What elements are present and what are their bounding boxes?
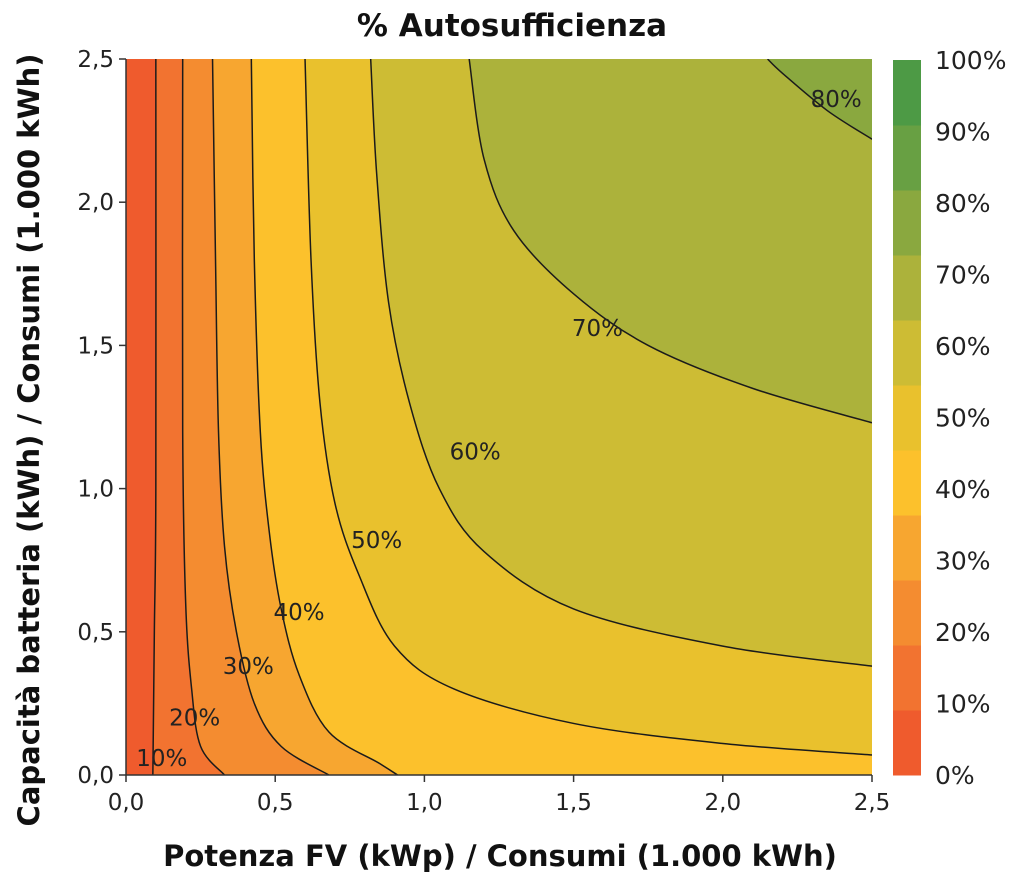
band-80 bbox=[767, 59, 872, 140]
x-tick-label: 1,0 bbox=[406, 790, 443, 816]
colorbar-swatch bbox=[893, 255, 921, 321]
contour-line-30 bbox=[211, 59, 330, 775]
contour-label-40: 40% bbox=[274, 600, 325, 626]
contour-line-60 bbox=[369, 59, 872, 667]
contour-line-10 bbox=[152, 59, 157, 775]
colorbar-tick-label: 40% bbox=[935, 475, 991, 504]
contour-label-80: 80% bbox=[811, 87, 862, 113]
x-axis-label: Potenza FV (kWp) / Consumi (1.000 kWh) bbox=[163, 839, 837, 873]
colorbar-swatch bbox=[893, 580, 921, 646]
y-tick-label: 2,0 bbox=[77, 190, 114, 216]
x-tick-label: 0,5 bbox=[257, 790, 294, 816]
contour-line-20 bbox=[181, 59, 226, 775]
y-axis-label: Capacità batteria (kWh) / Consumi (1.000… bbox=[12, 54, 46, 827]
colorbar-swatch bbox=[893, 385, 921, 451]
colorbar: 0% 10% 20% 30% 40% 50% 60% 70% 80% 90% 100% bbox=[893, 46, 1006, 790]
contour-label-10: 10% bbox=[136, 746, 187, 772]
contour-label-70: 70% bbox=[572, 316, 623, 342]
contour-line-70 bbox=[468, 59, 872, 424]
colorbar-tick-label: 70% bbox=[935, 261, 991, 290]
colorbar-swatch bbox=[893, 320, 921, 386]
colorbar-swatch bbox=[893, 190, 921, 256]
contour-line-40 bbox=[250, 59, 398, 775]
contour-label-20: 20% bbox=[169, 706, 220, 732]
band-70 bbox=[469, 59, 872, 423]
colorbar-swatch bbox=[893, 125, 921, 191]
x-tick-label: 2,0 bbox=[705, 790, 742, 816]
contour-label-50: 50% bbox=[351, 528, 402, 554]
colorbar-tick-label: 50% bbox=[935, 404, 991, 433]
colorbar-tick-label: 80% bbox=[935, 189, 991, 218]
y-tick-label: 2,5 bbox=[77, 47, 114, 73]
plot-area: 10% 20%30% 40% 50% 60% 70% 80% bbox=[126, 59, 872, 775]
contour-line-80 bbox=[767, 59, 872, 140]
contour-line-50 bbox=[304, 59, 872, 756]
y-tick-label: 0,5 bbox=[77, 620, 114, 646]
colorbar-tick-label: 90% bbox=[935, 118, 991, 147]
x-tick-label: 2,5 bbox=[854, 790, 891, 816]
y-tick-label: 0,0 bbox=[77, 763, 114, 789]
x-tick-label: 0,0 bbox=[108, 790, 145, 816]
colorbar-swatch bbox=[893, 710, 921, 776]
colorbar-tick-label: 0% bbox=[935, 761, 975, 790]
colorbar-swatch bbox=[893, 450, 921, 516]
colorbar-tick-label: 20% bbox=[935, 618, 991, 647]
colorbar-swatch bbox=[893, 515, 921, 581]
axes: 0,0 0,5 1,0 1,5 2,0 2,5 0,0 0,5 1,0 1,5 2,0 2,5 bbox=[77, 47, 890, 816]
colorbar-tick-label: 60% bbox=[935, 332, 991, 361]
y-tick-label: 1,0 bbox=[77, 477, 114, 503]
colorbar-tick-label: 100% bbox=[935, 46, 1006, 75]
chart-title: % Autosufficienza bbox=[357, 8, 667, 44]
colorbar-tick-label: 10% bbox=[935, 690, 991, 719]
contour-label-60: 60% bbox=[450, 439, 501, 465]
colorbar-swatch bbox=[893, 60, 921, 126]
colorbar-swatch bbox=[893, 645, 921, 711]
colorbar-tick-label: 30% bbox=[935, 547, 991, 576]
contour-label-30: 30% bbox=[223, 654, 274, 680]
y-tick-label: 1,5 bbox=[77, 333, 114, 359]
x-tick-label: 1,5 bbox=[555, 790, 592, 816]
